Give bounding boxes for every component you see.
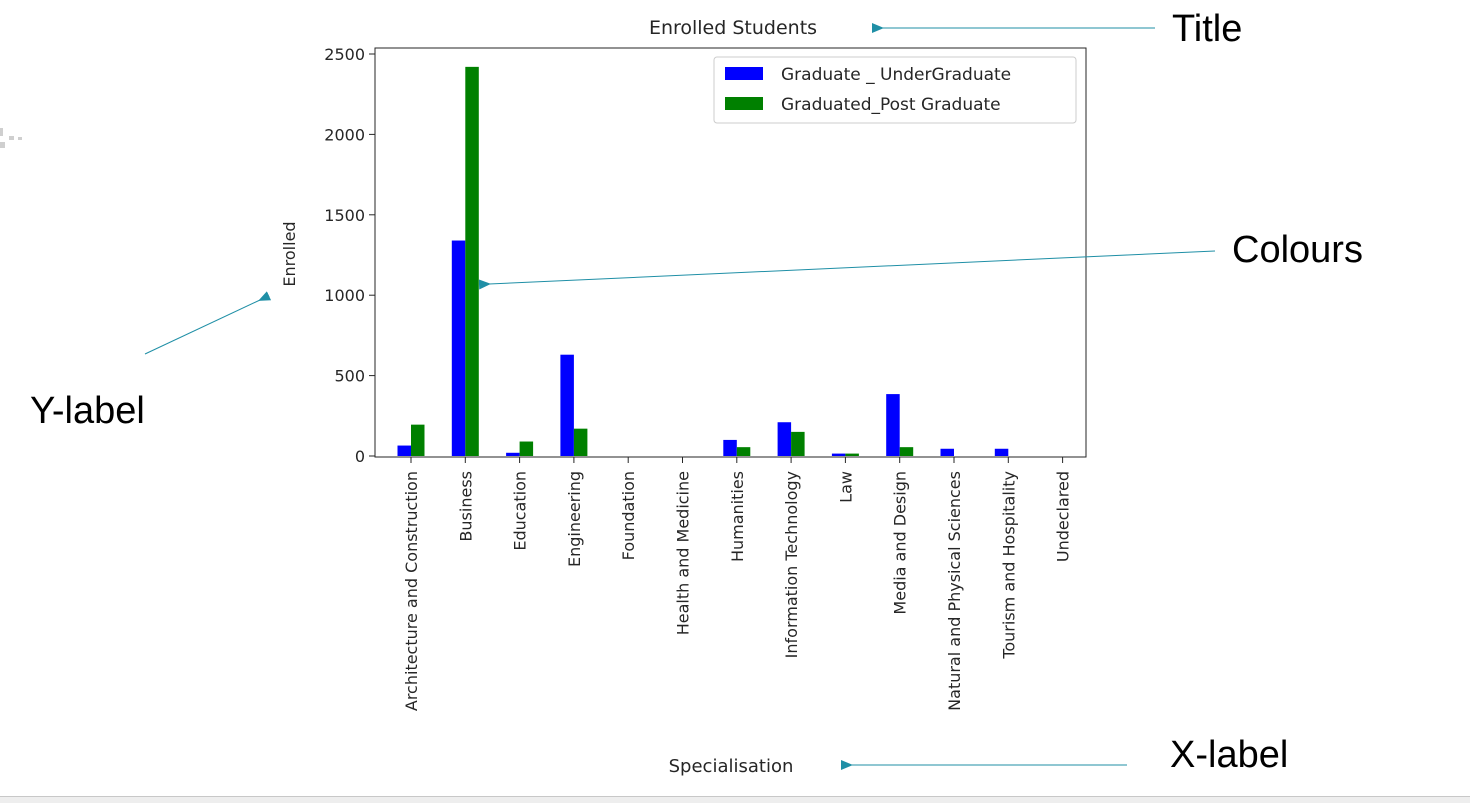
x-tick-label: Media and Design [891,471,910,615]
bar-postgraduate [465,66,479,456]
bar-postgraduate [519,441,534,456]
legend-swatch-undergraduate [725,67,763,80]
legend-swatch-postgraduate [725,97,763,110]
bar-postgraduate [573,428,588,456]
bar-postgraduate [845,453,859,456]
x-tick-label: Natural and Physical Sciences [945,471,964,711]
bar-postgraduate [791,431,805,456]
bar-undergraduate [723,439,737,456]
bar-undergraduate [506,452,520,456]
bar-postgraduate [736,447,751,456]
x-tick-label: Information Technology [782,471,801,658]
x-tick-label: Undeclared [1054,471,1073,562]
y-tick-label: 1500 [324,206,365,225]
legend-label-postgraduate: Graduated_Post Graduate [781,95,1001,115]
legend: Graduate _ UnderGraduate Graduated_Post … [713,56,1077,124]
bar-undergraduate [886,394,900,456]
chart-title: Enrolled Students [649,17,817,39]
y-tick-label: 2000 [324,125,365,144]
x-tick-label: Business [456,471,475,542]
x-tick-label: Foundation [619,471,638,560]
y-tick-label: 1000 [324,286,365,305]
x-tick-label: Law [836,471,855,503]
x-tick-label: Architecture and Construction [402,471,421,711]
bottom-divider [0,796,1470,803]
ylabel-annotation-arrow [144,291,272,355]
y-axis: 0 500 1000 1500 2000 2500 [324,45,375,466]
bar-undergraduate [940,448,954,456]
ylabel-annotation: Y-label [30,390,145,432]
x-tick-label: Engineering [565,471,584,567]
bar-postgraduate [411,424,425,456]
y-axis-label: Enrolled [280,221,299,286]
x-tick-label: Tourism and Hospitality [999,471,1018,660]
legend-label-undergraduate: Graduate _ UnderGraduate [781,65,1011,85]
plot-area-frame [374,47,1087,458]
legend-frame [713,56,1077,124]
y-tick-label: 2500 [324,45,365,64]
x-axis: Architecture and Construction Business Edu… [402,457,1073,711]
bar-series-group [397,66,1009,456]
y-tick-label: 0 [355,447,365,466]
cropped-fragment [0,128,22,148]
colours-annotation: Colours [1232,229,1363,271]
title-annotation: Title [1172,8,1242,50]
xlabel-annotation: X-label [1170,734,1288,776]
x-axis-label: Specialisation [669,756,794,777]
bar-undergraduate [831,453,846,456]
bar-undergraduate [560,354,574,456]
x-tick-label: Humanities [728,471,747,562]
colours-annotation-arrow [478,250,1216,290]
bar-undergraduate [451,240,466,456]
y-tick-label: 500 [334,367,365,386]
x-tick-label: Health and Medicine [674,471,693,635]
bar-undergraduate [994,448,1009,456]
x-tick-label: Education [511,471,530,551]
bar-undergraduate [397,445,411,456]
bar-undergraduate [777,422,792,456]
bar-postgraduate [899,447,914,456]
